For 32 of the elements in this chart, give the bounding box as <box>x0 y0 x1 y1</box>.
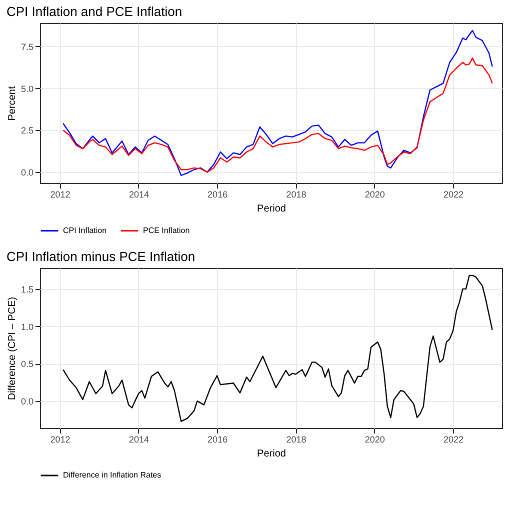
x-tick-label: 2012 <box>50 190 70 200</box>
x-tick-label: 2012 <box>50 434 70 444</box>
y-tick-label: 1.0 <box>20 322 34 332</box>
x-tick-label: 2016 <box>208 434 228 444</box>
chart-title: CPI Inflation and PCE Inflation <box>6 4 182 19</box>
x-tick-label: 2020 <box>364 190 385 200</box>
y-tick-label: 0.5 <box>20 359 34 370</box>
line-series <box>62 274 493 422</box>
y-tick-label: 0.0 <box>20 396 34 407</box>
x-axis-title: Period <box>257 204 286 214</box>
x-tick-label: 2014 <box>128 190 150 200</box>
x-tick-label: 2020 <box>364 434 385 444</box>
x-tick-label: 2016 <box>208 190 228 200</box>
legend-label: Difference in Inflation Rates <box>63 470 162 480</box>
y-tick-label: 1.5 <box>20 284 34 294</box>
y-tick-label: 0.0 <box>20 168 34 178</box>
x-tick-label: 2018 <box>286 434 306 444</box>
y-tick-label: 2.5 <box>20 126 34 136</box>
x-tick-label: 2022 <box>444 190 464 200</box>
legend-label: CPI Inflation <box>63 226 107 235</box>
x-tick-label: 2014 <box>128 434 150 444</box>
legend-label: PCE Inflation <box>143 226 190 235</box>
x-tick-label: 2018 <box>286 190 306 200</box>
x-tick-label: 2022 <box>444 434 464 444</box>
y-tick-label: 7.5 <box>20 42 34 52</box>
y-axis-title: Percent <box>6 86 18 121</box>
x-axis-title: Period <box>257 448 286 460</box>
y-tick-label: 5.0 <box>20 84 34 94</box>
y-axis-title: Difference (CPI – PCE) <box>6 296 18 400</box>
line-series <box>62 58 493 173</box>
chart-title: CPI Inflation minus PCE Inflation <box>6 249 196 264</box>
line-series <box>62 30 493 176</box>
